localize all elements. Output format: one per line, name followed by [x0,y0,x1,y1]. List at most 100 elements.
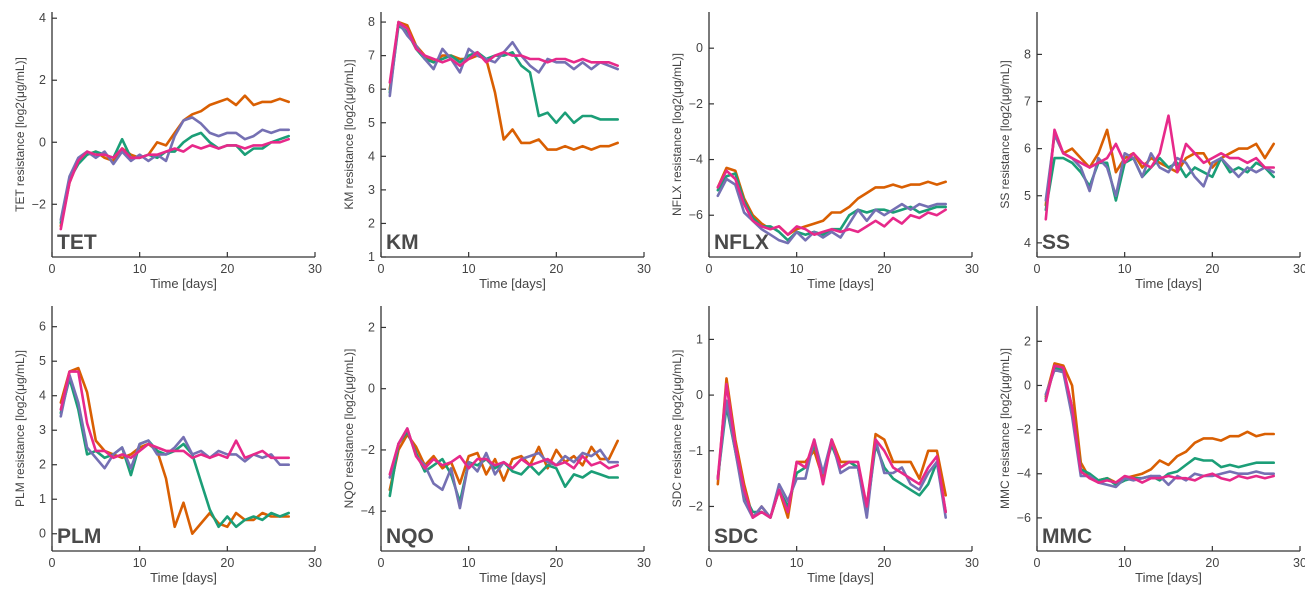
series-line-nqo-4 [388,427,620,476]
x-tick-label-tet: 10 [133,262,147,276]
x-tick-label-tet: 20 [220,262,234,276]
series-line-mmc-2 [1044,366,1275,487]
y-tick-label-nflx: 0 [696,41,703,55]
y-tick-label-ss: 4 [1024,236,1031,250]
x-tick-label-km: 30 [637,262,651,276]
x-tick-label-nqo: 30 [637,556,651,570]
x-tick-label-sdc: 30 [965,556,979,570]
y-axis-label-sdc: SDC resistance [log2(μg/mL)] [670,350,684,508]
panel-tag-km: KM [386,231,419,254]
x-tick-label-mmc: 10 [1118,556,1132,570]
y-tick-label-tet: 2 [39,73,46,87]
y-tick-label-mmc: −4 [1017,467,1031,481]
panel-ss: 0 10 20 30 4 5 6 7 8 Time [days] SS resistance [lo… [998,12,1305,291]
x-tick-label-km: 20 [549,262,563,276]
panel-km: 0 10 20 30 1 2 3 4 5 6 7 8 Time [days] KM resistance … [342,12,651,291]
y-tick-label-nqo: 2 [368,320,375,334]
y-tick-label-plm: 5 [39,354,46,368]
y-tick-label-nflx: −2 [689,97,703,111]
series-line-mmc-1 [1044,362,1275,484]
x-tick-label-ss: 20 [1205,262,1219,276]
y-tick-label-plm: 1 [39,492,46,506]
series-line-ss-1 [1044,128,1275,207]
y-tick-label-ss: 6 [1024,142,1031,156]
x-tick-label-ss: 0 [1034,262,1041,276]
panel-tet: 0 10 20 30 −2 0 2 4 Time [days] TET resistance [l… [13,11,322,291]
y-tick-label-plm: 4 [39,389,46,403]
y-tick-label-nqo: −4 [361,504,375,518]
series-line-sdc-3 [716,399,948,519]
x-axis-label-nflx: Time [days] [807,276,874,291]
series-line-km-2 [388,24,620,125]
y-tick-label-km: 8 [368,15,375,29]
y-tick-label-plm: 6 [39,320,46,334]
y-tick-label-ss: 8 [1024,47,1031,61]
y-tick-label-plm: 0 [39,527,46,541]
x-tick-label-sdc: 10 [790,556,804,570]
y-tick-label-km: 5 [368,116,375,130]
x-tick-label-nflx: 20 [877,262,891,276]
x-tick-label-sdc: 0 [706,556,713,570]
panel-tag-mmc: MMC [1042,525,1092,548]
panel-nqo: 0 10 20 30 −4 −2 0 2 Time [days] NQO resistance [… [342,306,651,585]
x-tick-label-mmc: 30 [1293,556,1305,570]
x-tick-label-sdc: 20 [877,556,891,570]
y-tick-label-km: 3 [368,183,375,197]
series-line-ss-3 [1044,133,1275,202]
y-tick-label-ss: 5 [1024,189,1031,203]
y-tick-label-mmc: 0 [1024,378,1031,392]
x-axis-label-tet: Time [days] [150,276,217,291]
y-tick-label-ss: 7 [1024,95,1031,109]
x-axis-label-ss: Time [days] [1135,276,1202,291]
y-tick-label-sdc: −2 [689,499,703,513]
x-tick-label-plm: 20 [220,556,234,570]
series-line-mmc-4 [1044,364,1275,484]
x-tick-label-km: 10 [462,262,476,276]
x-axis-label-mmc: Time [days] [1135,570,1202,585]
x-tick-label-tet: 0 [49,262,56,276]
y-tick-label-tet: −2 [32,197,46,211]
y-tick-label-tet: 4 [39,11,46,25]
y-tick-label-mmc: −6 [1017,511,1031,525]
x-axis-label-nqo: Time [days] [479,570,546,585]
series-line-plm-4 [59,370,291,460]
x-tick-label-nqo: 0 [378,556,385,570]
y-axis-label-nflx: NFLX resistance [log2(μg/mL)] [670,53,684,216]
y-axis-label-ss: SS resistance [log2(μg/mL)] [998,60,1012,208]
series-line-km-1 [388,20,620,151]
x-axis-label-sdc: Time [days] [807,570,874,585]
y-tick-label-km: 6 [368,82,375,96]
panel-tag-plm: PLM [57,525,101,548]
x-tick-label-plm: 30 [308,556,322,570]
y-axis-label-mmc: MMC resistance [log2(μg/mL)] [998,348,1012,509]
y-axis-label-nqo: NQO resistance [log2(μg/mL)] [342,349,356,509]
panel-sdc: 0 10 20 30 −2 −1 0 1 Time [days] SDC resistance [… [670,306,979,585]
panel-mmc: 0 10 20 30 −6 −4 −2 0 2 Time [days] MMC resistance… [998,306,1305,585]
panel-tag-ss: SS [1042,231,1070,254]
x-tick-label-nqo: 20 [549,556,563,570]
x-tick-label-mmc: 20 [1205,556,1219,570]
y-tick-label-plm: 2 [39,458,46,472]
x-tick-label-nflx: 30 [965,262,979,276]
y-tick-label-km: 7 [368,49,375,63]
panel-nflx: 0 10 20 30 −6 −4 −2 0 Time [days] NFLX resistance… [670,12,979,291]
series-line-nflx-1 [716,166,948,236]
y-tick-label-km: 1 [368,250,375,264]
y-tick-label-tet: 0 [39,135,46,149]
x-tick-label-tet: 30 [308,262,322,276]
y-tick-label-nflx: −6 [689,208,703,222]
y-tick-label-plm: 3 [39,423,46,437]
series-line-ss-4 [1044,114,1275,221]
series-line-sdc-4 [716,382,948,519]
y-tick-label-sdc: 1 [696,332,703,346]
y-axis-label-tet: TET resistance [log2(μg/mL)] [13,57,27,212]
series-line-tet-1 [59,94,291,228]
panel-plm: 0 10 20 30 0 1 2 3 4 5 6 Time [days] PLM resistance … [13,306,322,585]
x-tick-label-mmc: 0 [1034,556,1041,570]
x-axis-label-km: Time [days] [479,276,546,291]
y-tick-label-sdc: 0 [696,388,703,402]
y-axis-label-plm: PLM resistance [log2(μg/mL)] [13,350,27,507]
series-line-nflx-4 [716,169,948,236]
y-tick-label-mmc: −2 [1017,423,1031,437]
